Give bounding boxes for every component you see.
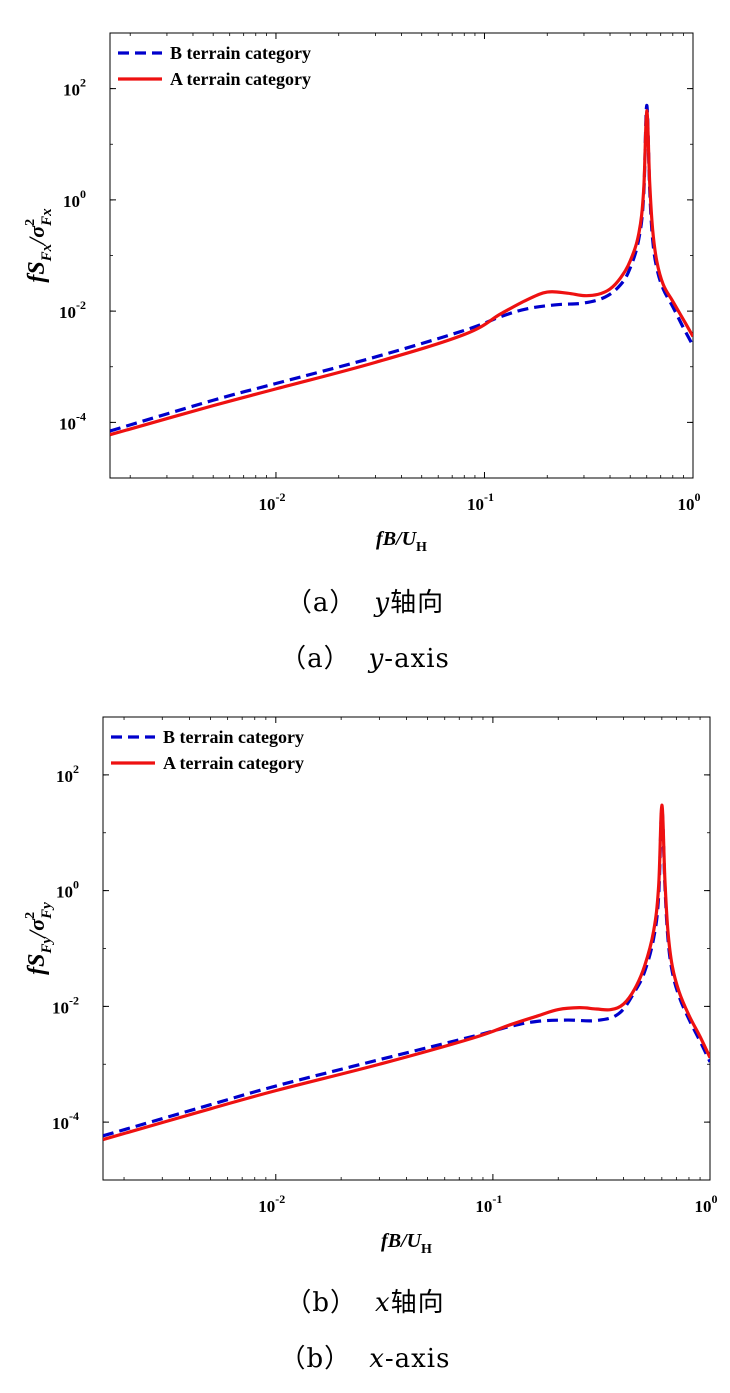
y-tick-label: 10-2 <box>59 298 86 322</box>
legend-label: B terrain category <box>163 727 304 747</box>
caption-a-cn-label: （a） <box>285 588 357 618</box>
caption-a-cn-text: 轴向 <box>390 588 445 618</box>
caption-a-en-variable: y <box>368 644 385 674</box>
series-line-a-terrain <box>110 109 693 437</box>
y-tick-label: 100 <box>56 878 79 902</box>
x-axis-label: fB/UH <box>376 528 427 555</box>
legend-label: A terrain category <box>163 753 304 773</box>
caption-a-en-label: （a） <box>280 644 351 674</box>
y-tick-label: 10-4 <box>59 409 86 433</box>
caption-b-en-text: -axis <box>384 1344 451 1374</box>
caption-a-chinese: （a） y轴向 <box>0 582 730 619</box>
y-tick-label: 102 <box>56 762 79 786</box>
caption-b-cn-variable: x <box>374 1288 391 1318</box>
caption-b-en-variable: x <box>369 1344 385 1374</box>
series-group <box>110 103 693 437</box>
caption-b-english: （b） x-axis <box>0 1338 730 1375</box>
x-tick-label: 10-2 <box>258 490 285 514</box>
x-tick-label: 10-2 <box>258 1192 285 1216</box>
caption-a-cn-variable: y <box>374 588 391 618</box>
caption-a-english: （a） y-axis <box>0 638 730 675</box>
y-tick-label: 10-4 <box>52 1109 79 1133</box>
x-tick-label: 100 <box>678 490 701 514</box>
legend-label: B terrain category <box>170 43 311 63</box>
x-axis-label: fB/UH <box>381 1230 432 1257</box>
y-axis-label: fSFx/σ2Fx <box>23 208 55 283</box>
x-tick-label: 100 <box>695 1192 718 1216</box>
caption-b-cn-label: （b） <box>285 1288 357 1318</box>
caption-b-en-label: （b） <box>279 1344 352 1374</box>
series-line-b-terrain <box>110 103 693 433</box>
series-line-b-terrain <box>103 808 710 1138</box>
series-group <box>103 803 710 1142</box>
chart-panel-b: 10-2 10-1 100 10-4 10-2 100 102 B terrain categ… <box>23 716 718 1257</box>
legend-label: A terrain category <box>170 69 311 89</box>
caption-b-cn-text: 轴向 <box>390 1288 445 1318</box>
caption-b-chinese: （b） x轴向 <box>0 1282 730 1319</box>
series-line-a-terrain <box>103 803 710 1142</box>
y-axis-label: fSFy/σ2Fy <box>23 902 55 975</box>
y-tick-label: 100 <box>63 187 86 211</box>
chart-panel-a: 10-2 10-1 100 10-4 10-2 100 102 B terrain categ… <box>23 32 701 555</box>
y-tick-label: 102 <box>63 76 86 100</box>
x-tick-label: 10-1 <box>467 490 494 514</box>
caption-a-en-text: -axis <box>384 644 450 674</box>
y-tick-label: 10-2 <box>52 993 79 1017</box>
x-tick-label: 10-1 <box>475 1192 502 1216</box>
